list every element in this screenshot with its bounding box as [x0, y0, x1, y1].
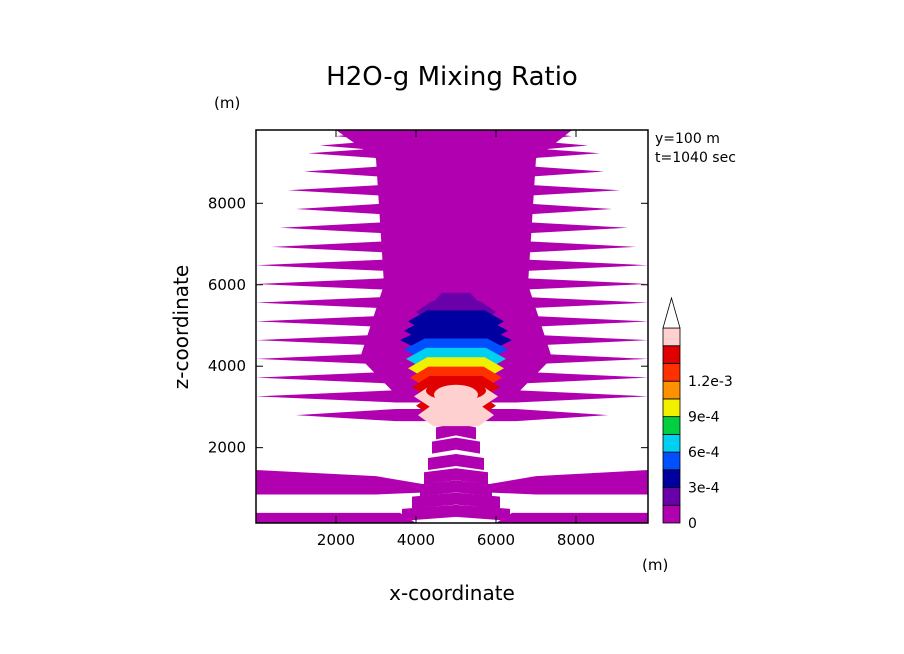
vapor-band: [256, 259, 648, 272]
colorbar-segment: [662, 433, 681, 453]
colorbar-segment: [662, 504, 681, 524]
info-y-position: y=100 m: [655, 131, 720, 147]
lower-slab: [488, 470, 648, 495]
lower-feature: [412, 492, 500, 509]
vapor-band: [308, 147, 600, 160]
colorbar-segment: [662, 345, 681, 364]
vapor-band: [296, 202, 612, 216]
ground-layer: [256, 512, 648, 523]
vapor-band: [272, 240, 636, 253]
vapor-band: [304, 165, 604, 178]
vapor-band: [336, 130, 572, 143]
y-axis-label: z-coordinate: [169, 265, 193, 389]
core-peak: [434, 384, 478, 405]
y-tick-label: 2000: [208, 439, 246, 457]
y-tick-label: 4000: [208, 357, 246, 375]
vapor-band: [280, 221, 628, 234]
x-tick-label: 8000: [557, 531, 595, 549]
colorbar-segment: [662, 363, 681, 382]
lower-feature: [402, 504, 510, 521]
colorbar-label: 9e-4: [688, 410, 720, 426]
colorbar-segment: [662, 327, 681, 347]
plot-area: 2000 4000 6000 8000 2000 4000 6000 8000: [208, 129, 649, 549]
x-tick-label: 2000: [317, 531, 355, 549]
y-tick-label: 8000: [208, 194, 246, 212]
core-peak: [430, 398, 482, 419]
x-tick-label: 6000: [477, 531, 515, 549]
lower-feature: [420, 480, 492, 497]
plot-frame: [255, 129, 649, 524]
x-axis-label: x-coordinate: [389, 581, 515, 605]
vapor-band: [256, 277, 648, 291]
colorbar-segment: [662, 416, 681, 435]
colorbar-segment: [662, 398, 681, 418]
contour-fill: [256, 130, 648, 523]
x-unit-label: (m): [642, 556, 668, 574]
colorbar-label: 0: [688, 516, 697, 532]
colorbar-segment: [662, 451, 681, 471]
colorbar-label: 6e-4: [688, 445, 720, 461]
y-axis: 2000 4000 6000 8000: [208, 194, 648, 457]
colorbar-segment: [662, 487, 681, 506]
lower-slab: [256, 470, 424, 495]
colorbar-label: 1.2e-3: [688, 374, 733, 390]
colorbar-label: 3e-4: [688, 481, 720, 497]
y-tick-label: 6000: [208, 276, 246, 294]
vapor-band: [288, 184, 620, 197]
lower-feature: [436, 423, 476, 440]
lower-feature: [428, 453, 484, 470]
y-unit-label: (m): [214, 94, 240, 112]
colorbar: 0 3e-4 6e-4 9e-4 1.2e-3: [662, 296, 733, 532]
colorbar-arrow: [662, 296, 681, 329]
x-tick-label: 4000: [397, 531, 435, 549]
colorbar-segment: [662, 380, 681, 400]
x-axis: 2000 4000 6000 8000: [317, 130, 595, 549]
chart-title: H2O-g Mixing Ratio: [326, 62, 578, 92]
info-time: t=1040 sec: [655, 150, 736, 166]
lower-feature: [424, 468, 488, 485]
lower-feature: [432, 437, 480, 454]
colorbar-segment: [662, 469, 681, 488]
